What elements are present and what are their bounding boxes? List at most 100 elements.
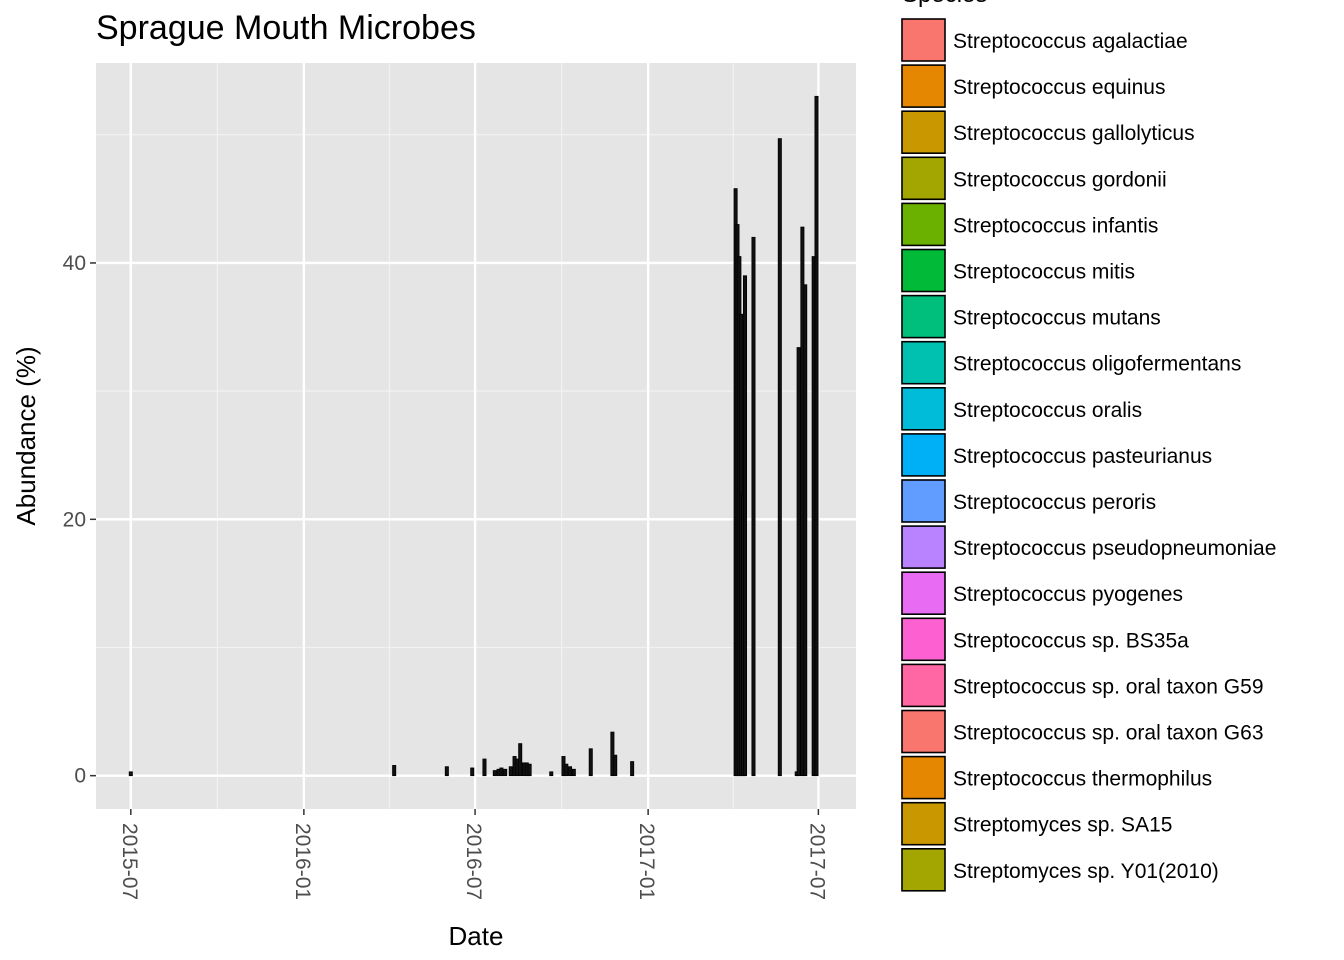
legend-item: Streptococcus pyogenes (901, 571, 1183, 616)
legend-key (901, 479, 946, 523)
x-axis-title: Date (449, 921, 504, 951)
legend-key (901, 617, 946, 662)
legend-key (901, 663, 946, 708)
legend-label: Streptococcus oligofermentans (953, 353, 1241, 376)
bar (630, 761, 635, 777)
y-tick-label: 0 (74, 765, 86, 788)
legend-label: Streptococcus oralis (953, 399, 1142, 422)
bar (392, 765, 397, 777)
legend-item: Streptococcus peroris (901, 479, 1156, 523)
bar (444, 766, 449, 777)
legend-key (901, 156, 946, 201)
bar (814, 95, 819, 777)
legend-key (901, 847, 946, 892)
legend-key (901, 433, 946, 477)
legend-key (901, 248, 946, 293)
x-tick-label: 2016-07 (462, 823, 485, 900)
legend-item: Streptococcus agalactiae (901, 18, 1188, 62)
legend-item: Streptomyces sp. SA15 (901, 801, 1172, 846)
bars-layer (128, 95, 819, 777)
bar (518, 743, 523, 777)
legend-items: Streptococcus agalactiae Streptococcus eq… (901, 18, 1276, 892)
bar (564, 763, 569, 777)
bar (568, 766, 573, 777)
legend-item: Streptococcus gallolyticus (901, 110, 1195, 154)
bar (527, 763, 532, 777)
bar (549, 771, 554, 777)
legend-key (901, 755, 946, 800)
legend-key (901, 340, 946, 385)
legend-key (901, 525, 946, 569)
legend-key (901, 18, 946, 62)
legend-label: Streptococcus pasteurianus (953, 445, 1212, 468)
chart-title: Sprague Mouth Microbes (96, 9, 476, 47)
bar (482, 758, 487, 777)
legend-key (901, 386, 946, 431)
bar (508, 766, 513, 777)
legend-item: Streptococcus infantis (901, 202, 1158, 247)
bar (777, 138, 782, 777)
legend-label: Streptococcus sp. oral taxon G59 (953, 675, 1264, 698)
x-tick-label: 2015-07 (118, 823, 141, 900)
legend-label: Streptococcus mutans (953, 307, 1161, 330)
bar (613, 754, 618, 777)
bar (751, 236, 756, 777)
legend-key (901, 294, 946, 339)
legend-key (901, 709, 946, 754)
legend-item: Streptococcus oralis (901, 386, 1142, 431)
bar (492, 770, 497, 777)
legend-key (901, 110, 946, 154)
legend-key (901, 801, 946, 846)
legend-title: Species (902, 0, 987, 8)
legend-label: Streptomyces sp. Y01(2010) (953, 860, 1219, 883)
legend-item: Streptococcus sp. BS35a (901, 617, 1189, 662)
legend-item: Streptococcus oligofermentans (901, 340, 1241, 385)
legend-label: Streptococcus pyogenes (953, 583, 1183, 606)
legend-item: Streptococcus equinus (901, 64, 1165, 108)
legend-key (901, 571, 946, 616)
x-axis: 2015-07 2016-01 2016-07 2017-01 2017-07 (118, 809, 828, 900)
legend-label: Streptococcus sp. BS35a (953, 629, 1189, 652)
x-tick-label: 2016-01 (291, 823, 314, 900)
legend-label: Streptococcus mitis (953, 261, 1135, 284)
legend-item: Streptococcus pasteurianus (901, 433, 1212, 477)
legend-label: Streptococcus equinus (953, 76, 1165, 99)
legend-label: Streptococcus gordonii (953, 168, 1167, 191)
legend-label: Streptococcus infantis (953, 214, 1158, 237)
bar (499, 767, 504, 777)
x-tick-label: 2017-07 (805, 823, 828, 900)
legend-label: Streptococcus pseudopneumoniae (953, 537, 1276, 560)
bar (128, 771, 133, 777)
legend-label: Streptococcus gallolyticus (953, 122, 1195, 145)
legend-label: Streptococcus sp. oral taxon G63 (953, 722, 1264, 745)
bar (470, 767, 475, 777)
bar (588, 748, 593, 777)
y-tick-label: 40 (63, 252, 86, 275)
grid-major (96, 63, 856, 809)
bar (796, 347, 801, 777)
y-axis: 0 20 40 (63, 252, 96, 788)
legend: Species Streptococcus agalactiaeStreptoc… (901, 0, 1276, 892)
legend-label: Streptococcus thermophilus (953, 768, 1212, 791)
legend-item: Streptococcus gordonii (901, 156, 1167, 201)
legend-label: Streptococcus agalactiae (953, 30, 1188, 53)
legend-item: Streptococcus mitis (901, 248, 1135, 293)
legend-item: Streptococcus thermophilus (901, 755, 1212, 800)
legend-item: Streptococcus pseudopneumoniae (901, 525, 1276, 569)
legend-key (901, 64, 946, 108)
legend-key (901, 202, 946, 247)
bar (610, 731, 615, 777)
x-tick-label: 2017-01 (635, 823, 658, 900)
y-tick-label: 20 (63, 508, 86, 531)
y-axis-title: Abundance (%) (11, 346, 41, 525)
bar (571, 768, 576, 777)
legend-item: Streptococcus sp. oral taxon G59 (901, 663, 1264, 708)
legend-label: Streptomyces sp. SA15 (953, 814, 1172, 837)
bar (743, 275, 748, 777)
legend-item: Streptomyces sp. Y01(2010) (901, 847, 1219, 892)
legend-label: Streptococcus peroris (953, 491, 1156, 514)
legend-item: Streptococcus mutans (901, 294, 1161, 339)
bar (503, 768, 508, 777)
legend-item: Streptococcus sp. oral taxon G63 (901, 709, 1264, 754)
